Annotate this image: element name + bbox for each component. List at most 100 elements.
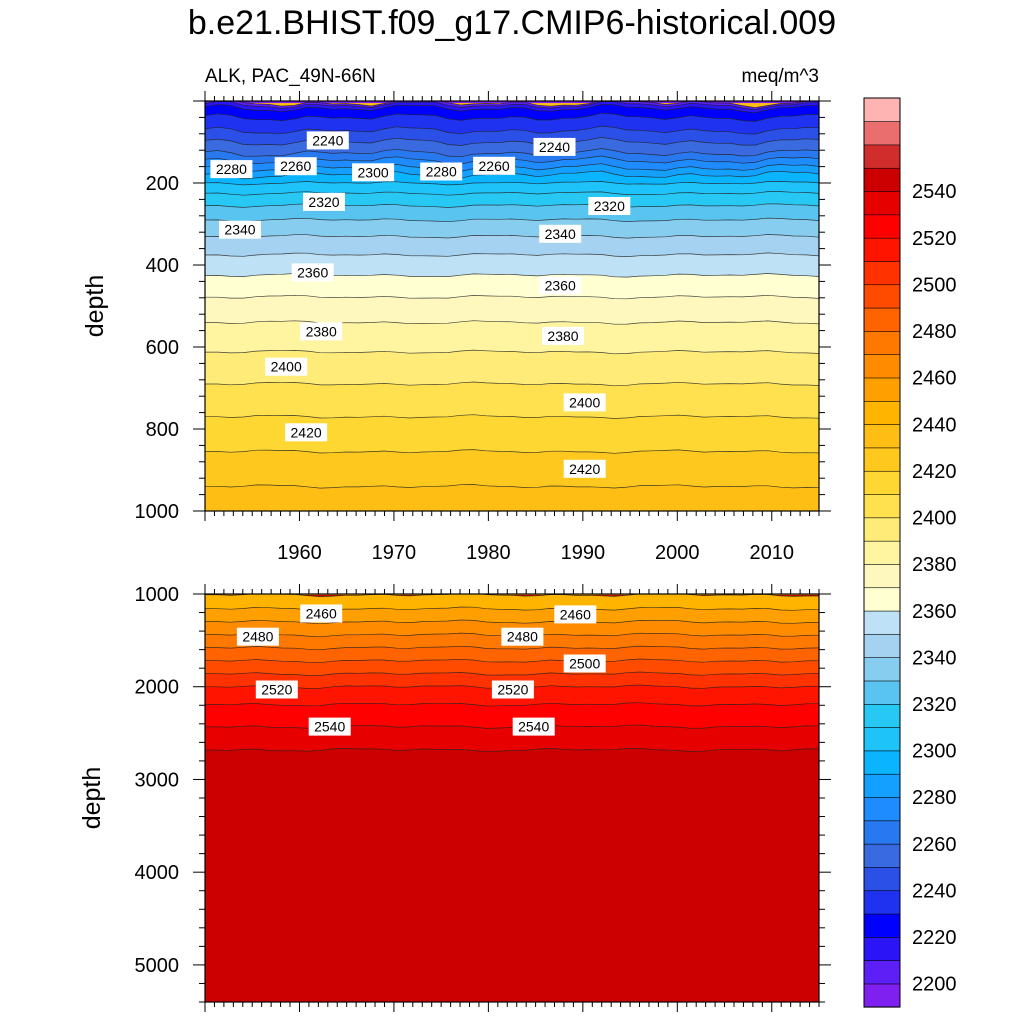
colorbar-tick-label: 2500: [912, 275, 957, 297]
colorbar-box: [863, 750, 901, 775]
contour-label-text: 2240: [312, 132, 343, 148]
upper-ylabel: depth: [81, 275, 109, 338]
colorbar-box: [863, 540, 901, 565]
colorbar-box: [863, 913, 901, 938]
colorbar-box: [863, 866, 901, 892]
contour-label: 2480: [236, 627, 279, 646]
contour-label: 2400: [563, 393, 606, 412]
contour-label-box: [588, 197, 631, 215]
colorbar-box: [863, 796, 901, 822]
contour-label: 2520: [491, 680, 534, 699]
contour-label-box: [352, 163, 395, 182]
contour-label: 2340: [539, 224, 582, 243]
colorbar-box: [863, 680, 901, 705]
contour-label-box: [563, 459, 606, 478]
upper-ticks: 1960 1970 1980 1990 2000 2010 200 400 600 800 1000: [135, 91, 831, 564]
colorbar-box: [863, 843, 901, 868]
contour-label: 2260: [274, 157, 317, 176]
contour-label-box: [308, 717, 351, 736]
contour-label-box: [512, 717, 555, 736]
x-tick-label: 1980: [466, 542, 511, 564]
contour-line: [205, 748, 819, 753]
lower-ylabel: depth: [78, 767, 106, 830]
colorbar-tick-label: 2480: [912, 321, 957, 343]
contour-label-box: [300, 322, 343, 341]
contour-label-text: 2280: [216, 161, 247, 177]
contour-label-box: [473, 156, 516, 175]
colorbar-tick-label: 2300: [912, 741, 957, 763]
colorbar-box: [863, 377, 901, 402]
contour-label-text: 2540: [314, 719, 345, 735]
contour-label-text: 2400: [569, 394, 600, 410]
contour-line: [205, 234, 819, 239]
contour-fill-band: [205, 484, 819, 511]
contour-line: [205, 484, 819, 489]
colorbar-tick-label: 2320: [912, 694, 957, 716]
contour-label-text: 2520: [497, 682, 528, 698]
contour-line: [205, 449, 819, 454]
colorbar-box: [863, 703, 901, 728]
contour-label-box: [491, 680, 534, 699]
contour-label-text: 2320: [308, 194, 339, 210]
colorbar-box: [863, 960, 901, 985]
contour-line: [205, 594, 819, 598]
lower-contour-fills: [205, 594, 819, 1002]
colorbar-box: [863, 144, 901, 169]
contour-label: 2420: [563, 459, 606, 478]
contour-line: [205, 724, 819, 729]
colorbar-box: [863, 307, 901, 332]
contour-label: 2360: [291, 263, 334, 282]
y-tick-label: 800: [146, 419, 179, 441]
contour-label-text: 2340: [224, 222, 255, 238]
contour-label-box: [539, 224, 582, 243]
y-tick-label: 5000: [135, 955, 180, 977]
contour-label-box: [219, 220, 261, 239]
contour-label: 2460: [300, 604, 343, 623]
contour-label: 2320: [303, 192, 345, 211]
colorbar-box: [863, 121, 901, 146]
colorbar-box: [863, 587, 901, 612]
contour-label-box: [265, 357, 308, 376]
contour-label-box: [563, 654, 606, 673]
colorbar-box: [863, 214, 901, 239]
contour-line: [205, 294, 819, 300]
contour-label-box: [303, 192, 345, 211]
contour-line: [205, 101, 819, 110]
colorbar-box: [863, 820, 901, 845]
lower-panel: 2460 2460 2480 2480 2500 2520 2520 2540 2540 100…: [78, 584, 831, 1012]
y-tick-label: 1000: [135, 501, 180, 523]
colorbar-box: [863, 400, 901, 425]
contour-label: 2480: [501, 627, 544, 646]
contour-label-text: 2300: [358, 164, 389, 180]
contour-fill-band: [205, 748, 819, 1002]
contour-line: [205, 112, 819, 122]
colorbar-box: [863, 890, 901, 915]
contour-line: [205, 349, 819, 355]
colorbar-box: [863, 773, 901, 798]
contour-label-text: 2520: [261, 682, 292, 698]
contour-label-text: 2400: [271, 359, 302, 375]
colorbar-tick-label: 2400: [912, 508, 957, 530]
contour-label: 2540: [308, 717, 351, 736]
x-tick-label: 2000: [655, 542, 700, 564]
y-tick-label: 1000: [135, 584, 180, 606]
contour-line: [205, 101, 813, 108]
contour-line: [205, 658, 819, 664]
y-tick-label: 4000: [135, 862, 180, 884]
contour-label-text: 2480: [242, 629, 273, 645]
contour-line: [205, 191, 819, 196]
contour-label: 2280: [210, 160, 253, 179]
colorbar-tick-label: 2540: [912, 181, 957, 203]
contour-line: [205, 181, 819, 186]
contour-label-text: 2360: [297, 264, 328, 280]
contour-label-text: 2420: [291, 424, 322, 440]
contour-label-text: 2500: [569, 656, 600, 672]
contour-label-text: 2280: [426, 164, 457, 180]
contour-line: [205, 217, 819, 223]
contour-label-text: 2260: [280, 158, 311, 174]
colorbar-tick-label: 2240: [912, 881, 957, 903]
contour-label: 2320: [588, 197, 631, 215]
contour-label-box: [563, 393, 606, 412]
